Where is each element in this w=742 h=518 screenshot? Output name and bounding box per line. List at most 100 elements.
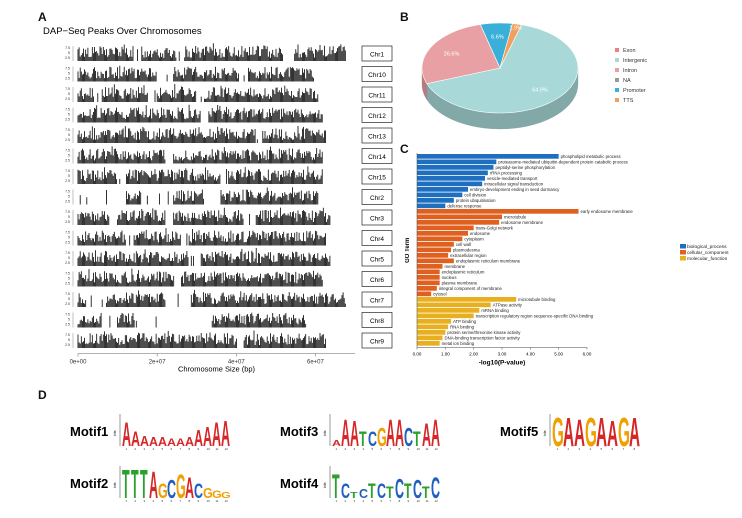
- go-bar: [417, 154, 559, 159]
- go-term-label: defense response: [447, 204, 482, 209]
- motif-letter: A: [203, 422, 212, 453]
- chromosome-track-chr10: 7.552.5 Chr10: [65, 65, 393, 82]
- motif-position-label: 12: [225, 499, 229, 503]
- go-bar: [417, 335, 443, 341]
- peak-bars-chr5: [77, 248, 331, 266]
- go-term-label: protein serine/threonine kinase activity: [447, 330, 521, 335]
- go-term-label: cell wall: [456, 242, 471, 247]
- motif-position-label: 7: [390, 499, 392, 503]
- motif-position-label: 10: [207, 499, 211, 503]
- track-y-tick: 7.5: [65, 46, 70, 50]
- motif-letter: C: [194, 478, 203, 502]
- motif-letter: G: [377, 424, 387, 452]
- motif-letter: A: [158, 435, 167, 449]
- track-y-tick: 5: [68, 215, 70, 219]
- go-term-label: cytoplasm: [464, 237, 484, 242]
- motif-letter: T: [332, 469, 340, 506]
- go-bar: [417, 264, 443, 269]
- motif-position-label: 1: [126, 447, 128, 451]
- motif-letter: T: [413, 426, 421, 450]
- legend-label-tts: TTS: [623, 98, 634, 104]
- peak-bars-chr12: [77, 104, 323, 123]
- go-bar: [417, 313, 474, 319]
- motif-position-label: 5: [372, 447, 374, 451]
- go-bar: [417, 236, 463, 242]
- chromosome-track-chr13: 7.552.5 Chr13: [65, 126, 393, 144]
- motif-letter: A: [563, 410, 574, 455]
- go-bar: [417, 308, 480, 313]
- motif-letter: T: [422, 483, 430, 502]
- panel-label-a: A: [38, 10, 47, 24]
- motif-name: Motif5: [500, 424, 538, 439]
- motif-letter: T: [350, 491, 358, 501]
- go-bar: [417, 280, 440, 286]
- motif-letter: G: [176, 469, 186, 506]
- motif-position-label: 8: [634, 447, 636, 451]
- chromosome-label-box: [361, 189, 393, 205]
- chromosome-label: Chr6: [370, 277, 384, 284]
- motif-position-label: 2: [345, 447, 347, 451]
- x-tick-label: 2e+07: [149, 360, 167, 366]
- go-bar: [417, 291, 432, 297]
- motif-position-label: 1: [557, 447, 559, 451]
- motif-position-label: 10: [207, 447, 211, 451]
- motif-letter: A: [341, 412, 350, 455]
- pie-label-promoter: 6.6%: [491, 35, 504, 41]
- track-y-tick: 7.5: [65, 210, 70, 214]
- legend-swatch-na: [615, 78, 619, 82]
- motif-letter: A: [140, 433, 149, 449]
- motif-position-label: 8: [189, 447, 191, 451]
- chromosome-track-chr4: 7.552.5 Chr4: [65, 228, 393, 246]
- peak-bars-chr1: [77, 43, 346, 61]
- motif-name: Motif3: [280, 424, 318, 439]
- go-term-label: RNA binding: [450, 325, 474, 330]
- go-term-label: extracellular region: [450, 253, 487, 258]
- motif-position-label: 1: [336, 499, 338, 503]
- legend-swatch: [680, 250, 686, 255]
- motif-position-label: 11: [216, 499, 219, 503]
- legend-swatch-intergenic: [615, 58, 619, 62]
- chromosome-label-box: [361, 250, 393, 267]
- motif-position-label: 9: [408, 447, 410, 451]
- motif-letter: C: [431, 471, 440, 505]
- peak-bars-chr3: [77, 207, 331, 225]
- go-term-label: intracellular signal transduction: [484, 182, 544, 187]
- motif-letter: A: [185, 435, 194, 449]
- chromosome-label: Chr7: [370, 298, 384, 305]
- go-bar: [417, 170, 488, 176]
- motif-position-label: 9: [408, 499, 410, 503]
- motif-letter: A: [194, 425, 203, 451]
- y-axis-label: GO Term: [405, 238, 411, 263]
- motif-letter: A: [167, 437, 177, 449]
- x-tick-label: 5.00: [554, 352, 563, 357]
- track-y-tick: 5: [68, 195, 70, 199]
- motif-position-label: 6: [381, 447, 383, 451]
- go-bar: [417, 192, 463, 198]
- x-axis-label: -log10(P-value): [479, 360, 526, 367]
- chromosome-track-chr2: 7.552.5 Chr2: [65, 187, 393, 205]
- go-term-label: phospholipid metabolic process: [561, 154, 621, 159]
- motif-position-label: 10: [417, 499, 421, 503]
- track-y-tick: 7.5: [65, 108, 70, 112]
- motif-position-label: 12: [435, 499, 439, 503]
- go-term-label: rRNA processing: [490, 171, 523, 176]
- track-y-tick: 2.5: [65, 220, 70, 224]
- go-bar: [417, 247, 451, 253]
- track-y-tick: 2.5: [65, 343, 70, 347]
- legend-swatch-tts: [615, 98, 619, 102]
- go-term-label: plasmodesma: [453, 248, 480, 253]
- motif-position-label: 1: [336, 447, 338, 451]
- chromosome-track-chr7: 7.552.5 Chr7: [65, 289, 393, 308]
- motif-letter: T: [140, 463, 148, 508]
- go-term-label: microtubule: [504, 215, 527, 220]
- motif-position-label: 5: [372, 499, 374, 503]
- track-y-tick: 7.5: [65, 128, 70, 132]
- chromosome-label: Chr10: [368, 72, 386, 79]
- track-y-tick: 2.5: [65, 138, 70, 142]
- motif-y-label: bits: [323, 482, 327, 488]
- motif-position-label: 3: [354, 447, 356, 451]
- motif-name: Motif2: [70, 476, 108, 491]
- go-bar: [417, 324, 449, 330]
- pie-slice-intron: [421, 24, 501, 84]
